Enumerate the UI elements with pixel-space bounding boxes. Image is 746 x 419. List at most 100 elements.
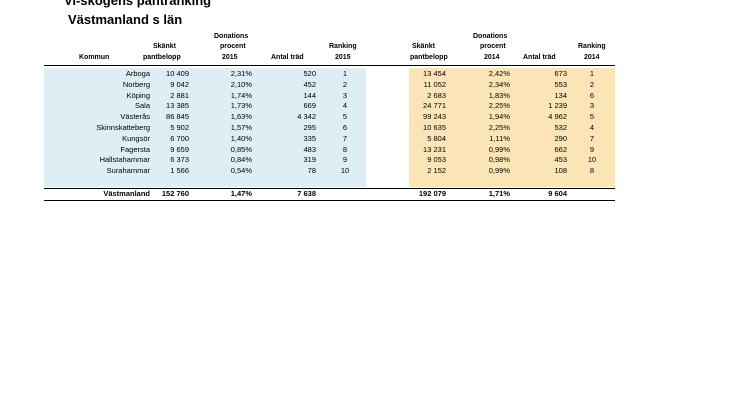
- cell-ranking-2014: 1: [589, 69, 595, 78]
- cell-antal-2014: 662: [554, 144, 567, 154]
- header-pantbelopp-2015: pantbelopp: [143, 54, 181, 61]
- cell-ranking-2015: 4: [342, 101, 348, 111]
- cell-ranking-2015: 5: [342, 112, 348, 122]
- cell-ranking-2014: 6: [589, 90, 595, 100]
- cell-procent-2015: 1,40%: [230, 133, 252, 143]
- cell-antal-2014: 532: [554, 123, 567, 132]
- cell-belopp-2015: 2 881: [170, 90, 189, 100]
- cell-belopp-2015: 9 042: [170, 79, 189, 89]
- cell-ranking-2014: 4: [589, 123, 595, 132]
- total-procent-2015: 1,47%: [230, 189, 252, 198]
- header-antal-2014: Antal träd: [523, 54, 556, 61]
- cell-antal-2014: 134: [554, 90, 567, 100]
- total-belopp-2015: 152 760: [161, 189, 189, 198]
- cell-kommun: Fagersta: [120, 144, 150, 154]
- cell-procent-2015: 2,10%: [230, 79, 252, 89]
- cell-procent-2014: 1,94%: [488, 112, 510, 122]
- cell-kommun: Arboga: [125, 69, 150, 78]
- header-ranking-2014: Ranking: [578, 43, 606, 50]
- cell-kommun: Surahammar: [106, 166, 150, 176]
- cell-procent-2015: 1,63%: [230, 112, 252, 122]
- cell-belopp-2014: 5 804: [427, 133, 446, 143]
- cell-antal-2014: 553: [554, 79, 567, 89]
- cell-procent-2014: 1,83%: [488, 90, 510, 100]
- cell-antal-2014: 673: [554, 69, 567, 78]
- cell-belopp-2014: 99 243: [423, 112, 446, 122]
- cell-procent-2015: 1,73%: [230, 101, 252, 111]
- cell-belopp-2015: 6 700: [170, 133, 189, 143]
- header-ranking-year-2014: 2014: [584, 54, 600, 61]
- cell-kommun: Skinnskatteberg: [96, 123, 150, 132]
- total-divider: [44, 188, 615, 189]
- cell-procent-2015: 0,85%: [230, 144, 252, 154]
- header-year-2015: 2015: [222, 54, 238, 61]
- cell-belopp-2014: 9 053: [427, 155, 446, 165]
- cell-ranking-2015: 9: [342, 155, 348, 165]
- cell-procent-2014: 1,11%: [489, 133, 510, 143]
- cell-kommun: Kungsör: [122, 133, 150, 143]
- cell-procent-2015: 2,31%: [230, 69, 252, 78]
- header-antal-2015: Antal träd: [271, 54, 304, 61]
- cell-antal-2015: 78: [307, 166, 316, 176]
- cell-antal-2015: 452: [303, 79, 316, 89]
- cell-antal-2015: 295: [303, 123, 316, 132]
- cell-ranking-2015: 6: [342, 123, 348, 132]
- cell-antal-2015: 4 342: [297, 112, 316, 122]
- cell-belopp-2015: 10 409: [166, 69, 189, 78]
- cell-ranking-2014: 5: [589, 112, 595, 122]
- cell-procent-2014: 0,99%: [488, 144, 510, 154]
- cell-procent-2014: 2,42%: [488, 69, 510, 78]
- cell-belopp-2014: 10 635: [423, 123, 446, 132]
- cell-antal-2014: 1 239: [548, 101, 567, 111]
- cell-procent-2015: 1,57%: [230, 123, 252, 132]
- cell-ranking-2014: 3: [589, 101, 595, 111]
- page-title: Vi-skogens pantranking: [64, 0, 212, 8]
- cell-belopp-2014: 24 771: [423, 101, 446, 111]
- table-2014-background: [409, 68, 615, 187]
- cell-procent-2015: 0,54%: [230, 166, 252, 176]
- cell-ranking-2015: 1: [342, 69, 348, 78]
- cell-belopp-2014: 11 052: [423, 79, 446, 89]
- header-divider: [44, 65, 615, 66]
- header-donations-2015: Donations: [214, 33, 249, 40]
- cell-procent-2014: 2,25%: [488, 101, 510, 111]
- header-procent-2015: procent: [220, 43, 246, 50]
- header-donations-2014: Donations: [473, 33, 508, 40]
- cell-procent-2014: 0,99%: [488, 166, 510, 176]
- cell-belopp-2015: 5 902: [170, 123, 189, 132]
- cell-antal-2014: 290: [554, 133, 567, 143]
- cell-ranking-2015: 3: [342, 90, 348, 100]
- cell-ranking-2014: 9: [589, 144, 595, 154]
- cell-procent-2014: 0,98%: [488, 155, 510, 165]
- table-2015-background: [44, 68, 366, 187]
- cell-procent-2014: 2,34%: [488, 79, 510, 89]
- header-pantbelopp-2014: pantbelopp: [410, 54, 448, 61]
- header-skankt-2015: Skänkt: [153, 43, 176, 50]
- total-belopp-2014: 192 079: [418, 189, 446, 198]
- cell-procent-2015: 0,84%: [230, 155, 252, 165]
- cell-procent-2015: 1,74%: [230, 90, 252, 100]
- header-skankt-2014: Skänkt: [412, 43, 435, 50]
- header-ranking-year-2015: 2015: [335, 54, 351, 61]
- cell-antal-2015: 483: [303, 144, 316, 154]
- cell-antal-2015: 144: [303, 90, 316, 100]
- cell-ranking-2015: 8: [342, 144, 348, 154]
- cell-ranking-2015: 2: [342, 79, 348, 89]
- header-ranking-2015: Ranking: [329, 43, 357, 50]
- cell-kommun: Köping: [126, 90, 150, 100]
- cell-antal-2015: 520: [303, 69, 316, 78]
- cell-kommun: Sala: [134, 101, 150, 111]
- total-procent-2014: 1,71%: [488, 189, 510, 198]
- header-year-2014: 2014: [484, 54, 500, 61]
- total-antal-2014: 9 604: [548, 189, 567, 198]
- cell-kommun: Norberg: [122, 79, 150, 89]
- cell-antal-2015: 669: [303, 101, 316, 111]
- cell-antal-2014: 108: [554, 166, 567, 176]
- cell-ranking-2014: 8: [589, 166, 595, 176]
- page-subtitle: Västmanland s län: [68, 12, 183, 27]
- cell-ranking-2014: 2: [589, 79, 595, 89]
- cell-procent-2014: 2,25%: [488, 123, 510, 132]
- cell-belopp-2015: 9 659: [170, 144, 189, 154]
- header-kommun: Kommun: [79, 54, 110, 61]
- total-kommun: Västmanland: [103, 189, 150, 198]
